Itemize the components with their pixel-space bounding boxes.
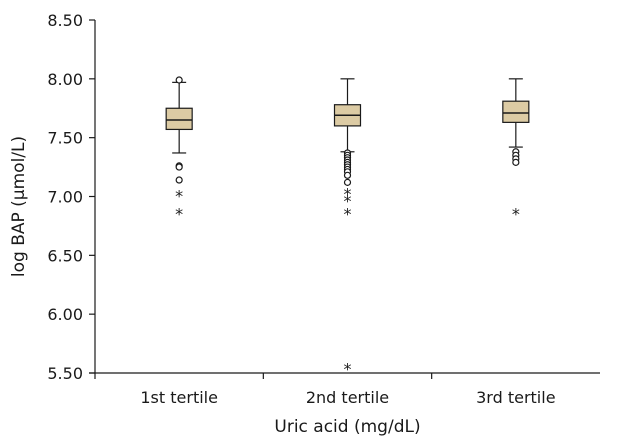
x-tick-label: 2nd tertile (306, 388, 389, 407)
y-axis-title: log BAP (μmol/L) (9, 136, 29, 277)
outlier-star: * (344, 360, 352, 379)
y-tick-label: 7.50 (47, 129, 83, 148)
outlier-star: * (512, 204, 520, 223)
outlier-circle (343, 178, 352, 186)
outlier-circle (175, 176, 183, 184)
y-tick-label: 8.50 (47, 11, 83, 30)
x-tick-label: 1st tertile (140, 388, 218, 407)
box-iqr (502, 100, 530, 123)
outlier-star: * (344, 204, 352, 223)
x-tick-label: 3rd tertile (476, 388, 555, 407)
outlier-star: * (344, 191, 352, 210)
boxes-group: ******* (165, 76, 530, 379)
outlier-star: * (344, 184, 352, 203)
box-iqr (165, 107, 193, 131)
outlier-circle (175, 76, 183, 84)
y-tick-label: 5.50 (47, 364, 83, 383)
y-axis: 5.50 6.00 6.50 7.00 7.50 8.00 8.50 (47, 11, 96, 383)
outlier-circle (175, 163, 183, 171)
box-1: ** (165, 76, 193, 223)
outlier-circle (343, 171, 352, 179)
y-tick-label: 6.00 (47, 305, 83, 324)
outlier-star: * (175, 204, 183, 223)
outlier-circle (512, 158, 520, 166)
outlier-star: * (175, 187, 183, 206)
box-3: * (502, 78, 530, 223)
x-axis: 1st tertile 2nd tertile 3rd tertile (89, 372, 600, 407)
box-2: **** (333, 78, 362, 379)
y-tick-label: 7.00 (47, 188, 83, 207)
y-tick-label: 8.00 (47, 70, 83, 89)
x-axis-title: Uric acid (mg/dL) (274, 417, 420, 437)
y-tick-label: 6.50 (47, 246, 83, 265)
